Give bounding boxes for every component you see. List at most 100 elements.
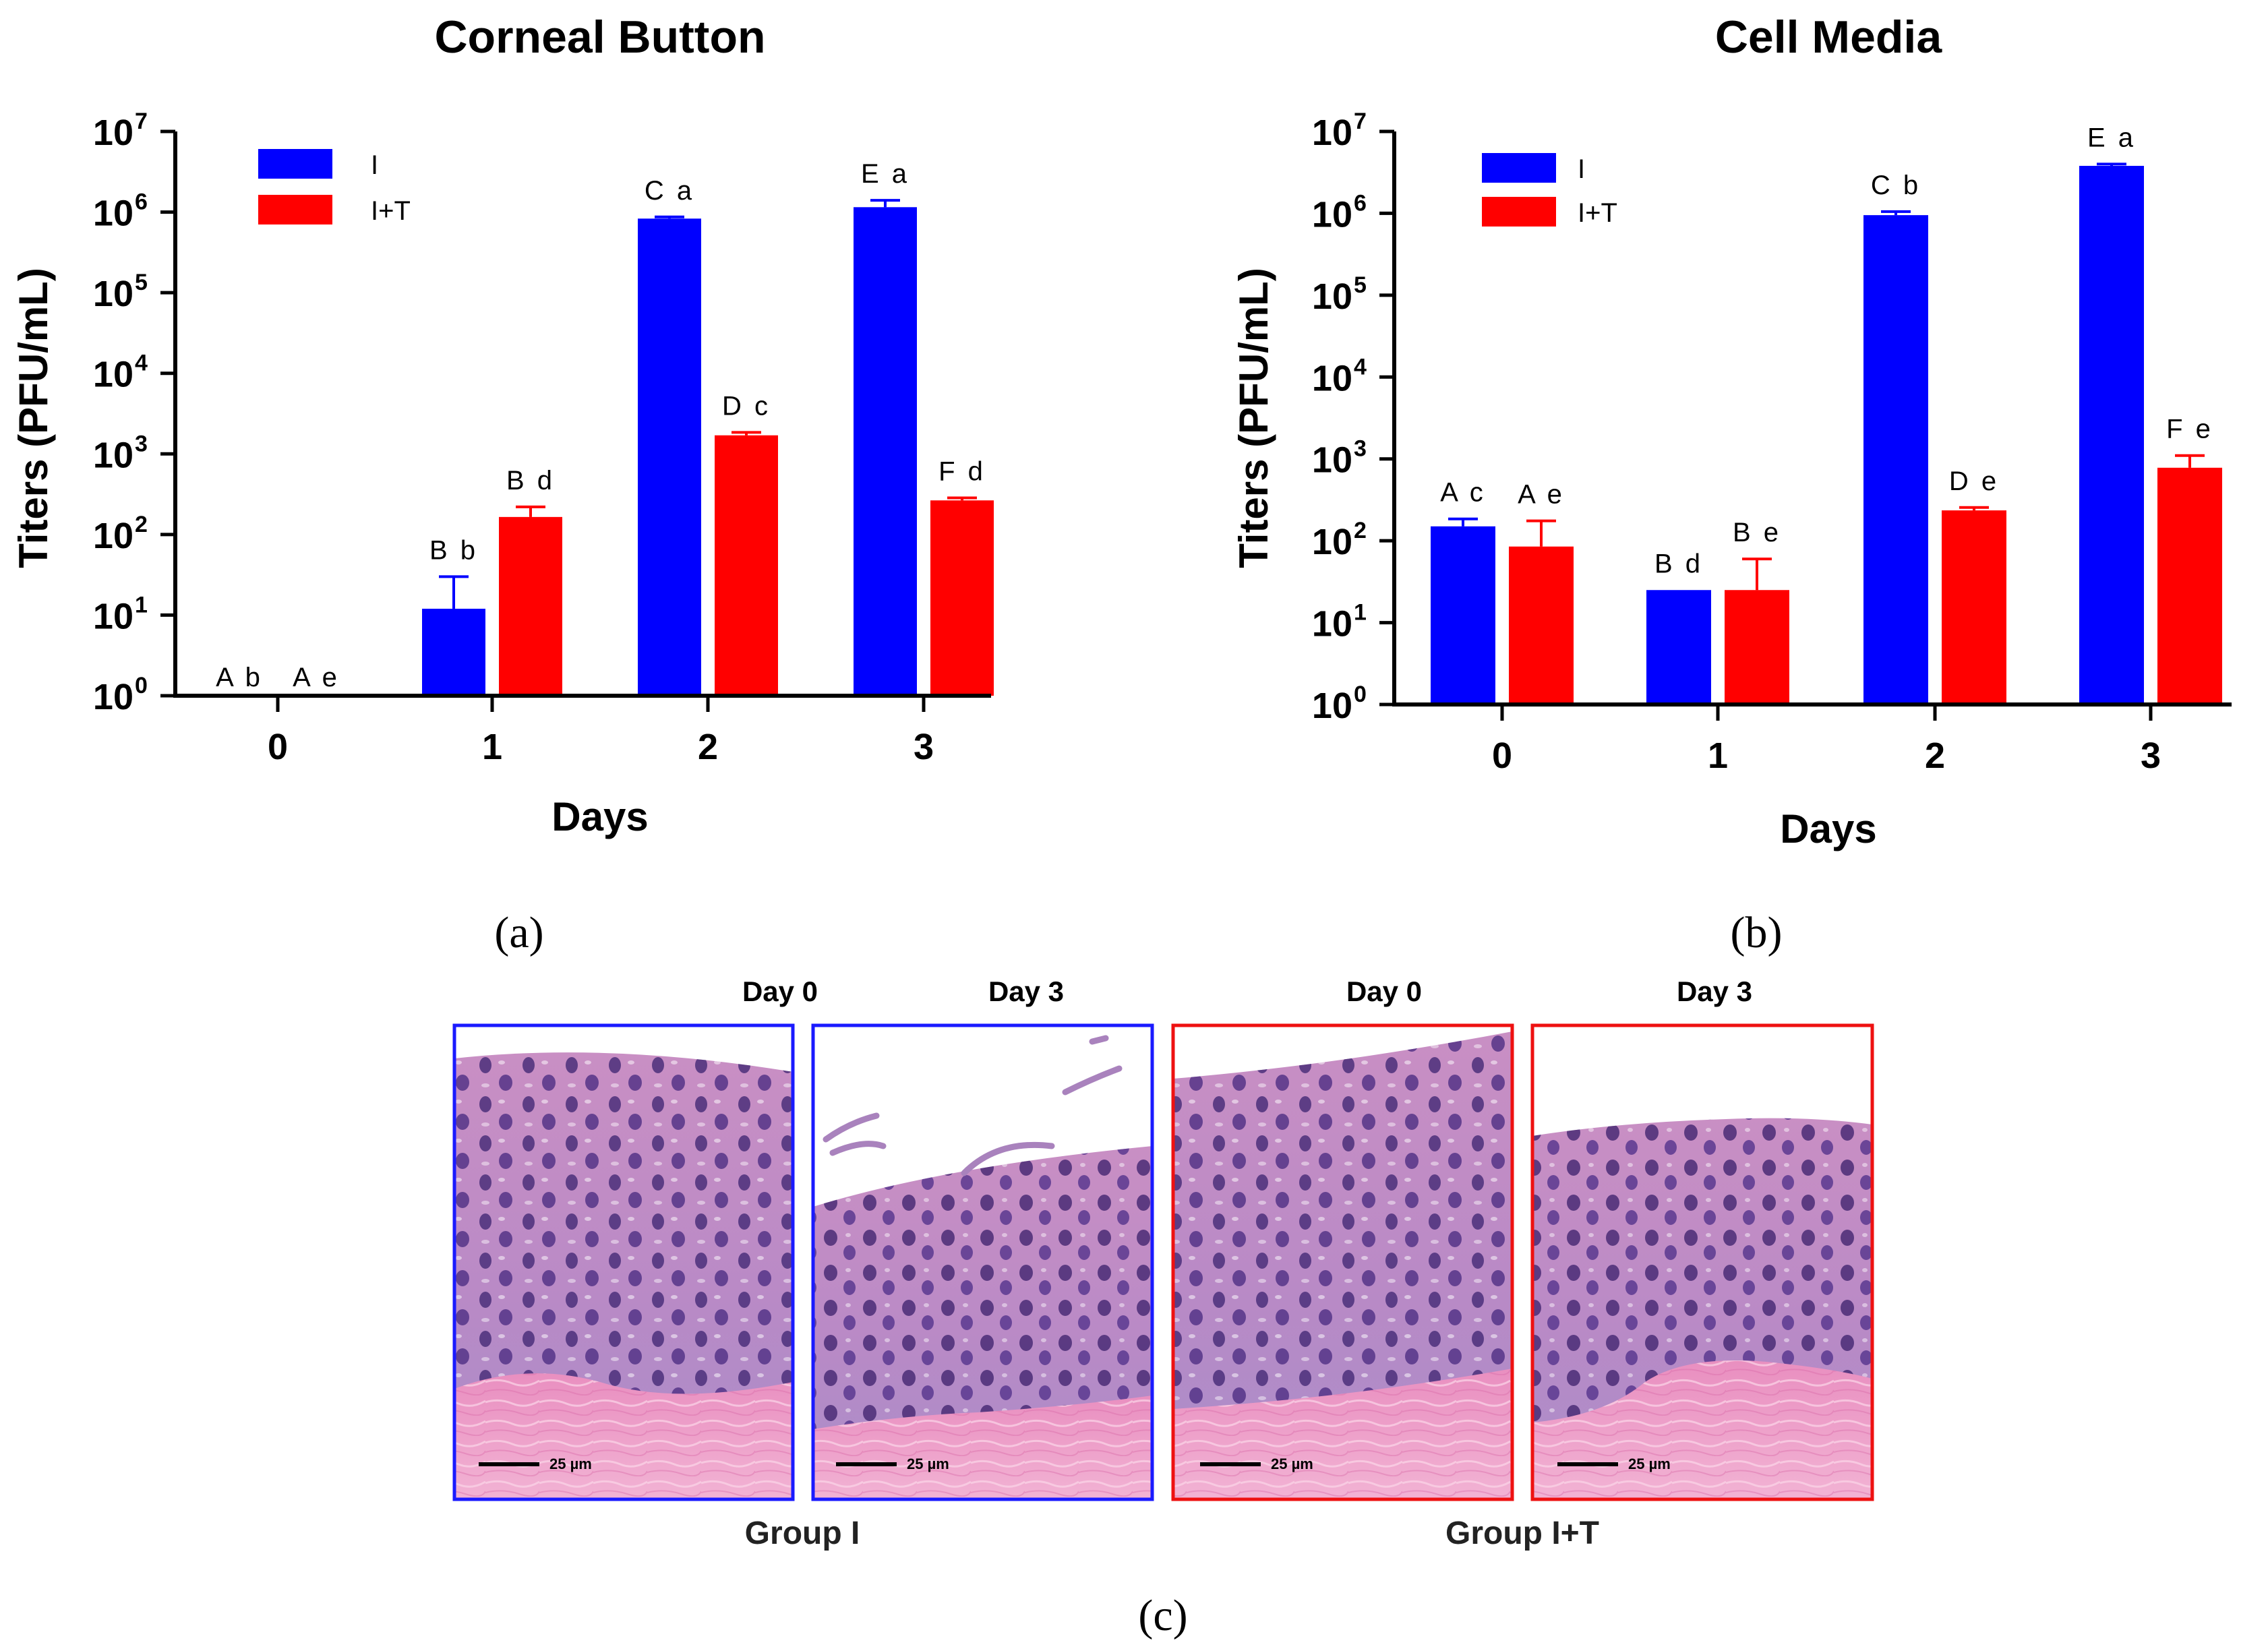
y-tick-exponent: 0 <box>135 673 148 698</box>
panel-label-b: (b) <box>1731 908 1783 957</box>
significance-letter: E a <box>861 159 909 189</box>
panel-label-c: (c) <box>1138 1591 1187 1640</box>
scale-bar-label: 25 µm <box>1628 1455 1671 1472</box>
legend-swatch-I <box>1482 153 1556 183</box>
bar-I-day-3 <box>2079 166 2144 705</box>
y-tick-label: 10 <box>93 274 133 314</box>
x-tick-label: 2 <box>1925 736 1945 776</box>
y-tick-label: 10 <box>93 596 133 636</box>
error-bars <box>439 199 977 609</box>
histology-image-group-I-day-0: 25 µm <box>452 1023 795 1501</box>
y-tick-label: 10 <box>1312 522 1352 562</box>
y-tick-label: 10 <box>93 435 133 475</box>
y-tick-exponent: 5 <box>135 270 148 295</box>
bar-I+T-day-1 <box>1725 590 1789 704</box>
bar-I+T-day-3 <box>2157 467 2222 704</box>
y-axis-title: Titers (PFU/mL) <box>11 268 56 568</box>
y-tick-exponent: 6 <box>1354 190 1367 216</box>
chart-title: Corneal Button <box>434 11 765 63</box>
histology-figure: Day 0 Day 3 Day 0 Day 3 25 µm 25 µm <box>452 975 1874 1640</box>
bar-I+T-day-2 <box>715 435 778 696</box>
y-tick-exponent: 0 <box>1354 682 1367 707</box>
y-tick-label: 10 <box>1312 194 1352 235</box>
bar-I+T-day-1 <box>499 516 562 696</box>
y-tick-label: 10 <box>93 113 133 153</box>
significance-letter: F d <box>938 456 986 486</box>
y-tick-label: 10 <box>93 516 133 556</box>
y-tick-exponent: 7 <box>1354 109 1367 134</box>
legend-swatch-IT <box>1482 197 1556 227</box>
x-tick-label: 0 <box>1492 736 1512 776</box>
y-tick-exponent: 6 <box>135 189 148 215</box>
legend: I I+T <box>1482 153 1617 228</box>
group-label-I: Group I <box>745 1515 860 1551</box>
x-tick-label: 0 <box>268 727 288 767</box>
bar-I-day-1 <box>422 608 485 696</box>
significance-letters: A c B d C b E a A e B e D e F e <box>1440 123 2213 578</box>
bar-I-day-1 <box>1646 590 1711 704</box>
histology-heading-1: Day 0 <box>742 975 818 1007</box>
histology-heading-3: Day 0 <box>1346 975 1422 1007</box>
x-tick-label: 3 <box>914 727 934 767</box>
legend-swatch-IT <box>258 195 332 224</box>
y-axis-title: Titers (PFU/mL) <box>1231 268 1276 568</box>
error-bars <box>1448 162 2205 591</box>
legend-label-IT: I+T <box>371 196 411 226</box>
y-tick-exponent: 3 <box>135 431 148 456</box>
y-tick-exponent: 4 <box>135 351 148 376</box>
y-tick-label: 10 <box>93 355 133 395</box>
histology-image-group-IT-day-0: 25 µm <box>1171 1023 1514 1501</box>
y-tick-exponent: 5 <box>1354 272 1367 298</box>
legend-swatch-I <box>258 149 332 179</box>
histology-image-group-I-day-3: 25 µm <box>811 1023 1154 1501</box>
scale-bar-label: 25 µm <box>907 1455 949 1472</box>
significance-letter: B d <box>506 466 555 496</box>
panel-label-a: (a) <box>494 908 543 957</box>
bar-I-day-3 <box>854 207 917 696</box>
y-tick-label: 10 <box>1312 686 1352 726</box>
significance-letter: B b <box>429 535 478 565</box>
x-axis-title: Days <box>1780 806 1876 851</box>
bar-I-day-2 <box>638 218 701 696</box>
y-tick-exponent: 3 <box>1354 436 1367 462</box>
histology-heading-2: Day 3 <box>988 975 1064 1007</box>
histology-image-group-IT-day-3: 25 µm <box>1530 1023 1874 1501</box>
legend-label-I: I <box>1578 154 1585 184</box>
significance-letter: B e <box>1733 518 1781 547</box>
significance-letter: C a <box>645 176 694 206</box>
significance-letter: C b <box>1871 171 1921 200</box>
bars <box>422 207 994 696</box>
y-tick-exponent: 1 <box>135 592 148 618</box>
significance-letter: F e <box>2166 415 2213 444</box>
significance-letter: E a <box>2087 123 2136 152</box>
chart-title: Cell Media <box>1715 11 1942 63</box>
y-tick-exponent: 2 <box>1354 518 1367 543</box>
significance-letter: D c <box>722 391 771 421</box>
significance-letter: D e <box>1949 467 1999 496</box>
bar-I-day-0 <box>1431 526 1495 704</box>
y-tick-label: 10 <box>93 677 133 717</box>
x-tick-label: 1 <box>482 727 502 767</box>
bars <box>1431 166 2222 705</box>
y-tick-label: 10 <box>1312 276 1352 317</box>
legend-label-I: I <box>371 150 378 180</box>
bar-I+T-day-3 <box>930 500 994 696</box>
scale-bar-label: 25 µm <box>1271 1455 1313 1472</box>
significance-letter: B d <box>1654 549 1703 578</box>
y-tick-exponent: 4 <box>1354 354 1367 380</box>
group-label-IT: Group I+T <box>1445 1515 1599 1551</box>
y-tick-label: 10 <box>1312 113 1352 153</box>
y-tick-label: 10 <box>1312 440 1352 481</box>
y-tick-exponent: 7 <box>135 109 148 134</box>
x-axis-ticks: 0 1 2 3 <box>268 696 934 767</box>
legend: I I+T <box>258 149 411 226</box>
x-tick-label: 2 <box>698 727 718 767</box>
x-axis-ticks: 0 1 2 3 <box>1492 704 2161 776</box>
significance-letter: A b <box>216 663 263 692</box>
scale-bar-label: 25 µm <box>549 1455 592 1472</box>
x-axis-title: Days <box>551 794 648 839</box>
bar-I+T-day-2 <box>1942 510 2006 704</box>
